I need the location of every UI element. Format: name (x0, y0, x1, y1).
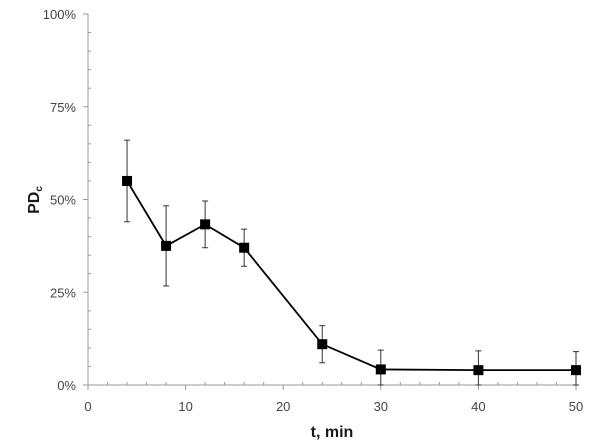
data-point (161, 240, 172, 251)
y-axis-title-main: PD (26, 192, 43, 214)
data-point (239, 242, 250, 253)
x-tick-label: 50 (569, 399, 583, 414)
series-line (126, 180, 576, 372)
data-point (200, 219, 211, 230)
y-tick-label: 25% (50, 285, 76, 300)
data-point (122, 175, 133, 186)
y-axis-title: PDc (26, 186, 45, 214)
x-axis-title: t, min (311, 424, 354, 441)
y-tick-label: 100% (43, 7, 77, 22)
x-tick-label: 20 (276, 399, 290, 414)
data-point (571, 365, 581, 376)
axes (87, 14, 576, 386)
series-line-group (126, 180, 576, 372)
x-tick-label: 30 (374, 399, 388, 414)
x-tick-label: 10 (178, 399, 192, 414)
y-tick-label: 0% (57, 378, 76, 393)
x-tick-label: 40 (471, 399, 485, 414)
y-axis-title-subscript: c (34, 186, 45, 192)
y-tick-label: 75% (50, 100, 76, 115)
markers (122, 175, 581, 376)
y-tick-label: 50% (50, 193, 76, 208)
error-bars (124, 139, 579, 386)
ticks: 0% 25% 50% 75% 100% 0 10 20 30 40 50 (43, 7, 583, 414)
data-point (473, 365, 484, 376)
x-tick-label: 0 (84, 399, 91, 414)
data-point (317, 339, 328, 350)
data-point (375, 364, 386, 375)
